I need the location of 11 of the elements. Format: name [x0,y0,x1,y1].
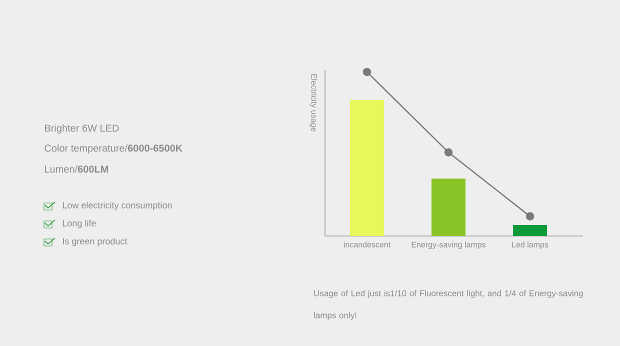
text: Is green product [63,238,128,246]
text: Usage of Led just is1/10 of Fluorescent light, and 1/4 of Energy-saving lamps only! [314,290,583,320]
text: Low electricity consumption [62,202,172,210]
x-tick-label: Led lamps [512,242,548,249]
x-tick-label: Energy-saving lamps [412,242,486,249]
text: Color temperature/6000-6500K [44,144,183,154]
text: Lumen/600LM [45,165,108,173]
text: Brighter 6W LED [45,124,119,134]
y-axis-title: Electricity usage [310,74,318,132]
x-tick-label: incandescent [344,242,390,248]
text: Long life [62,220,96,228]
